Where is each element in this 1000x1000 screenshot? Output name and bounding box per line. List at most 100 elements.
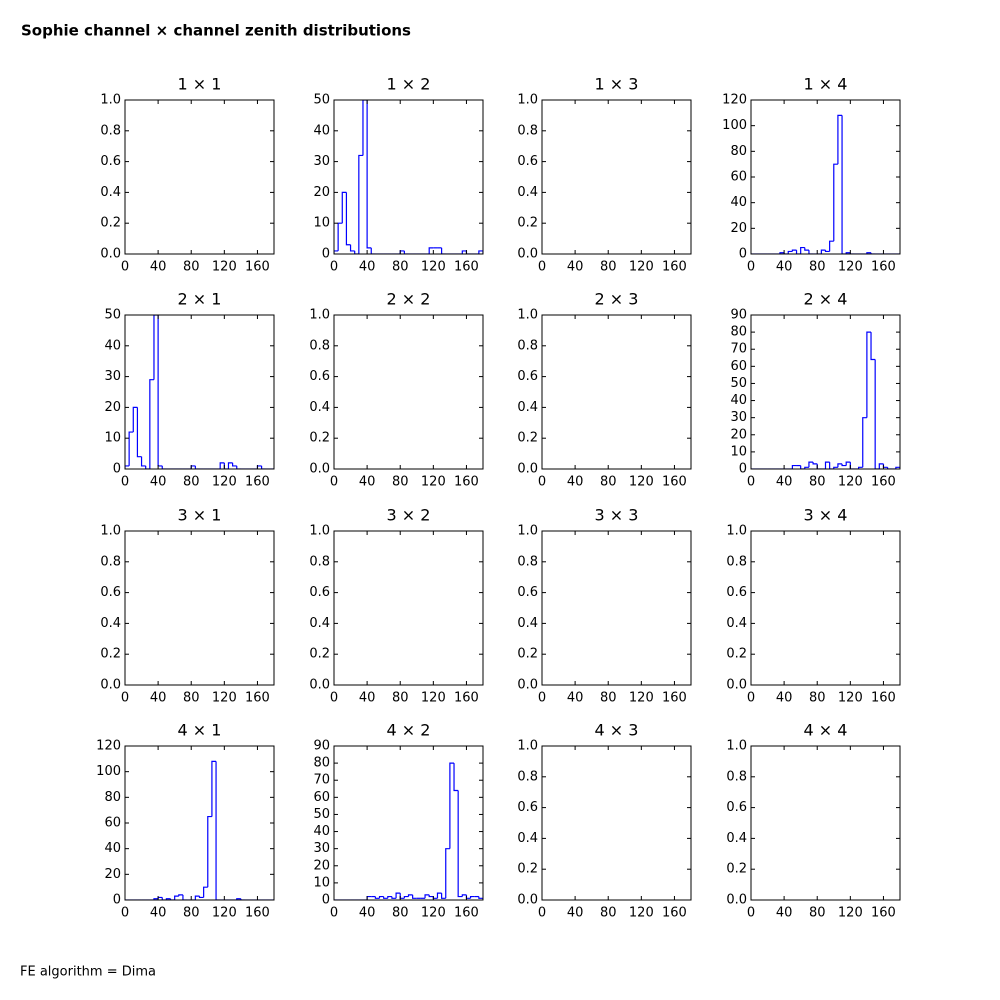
histogram-bin — [341, 191, 347, 224]
x-tick-label: 160 — [871, 691, 896, 706]
histogram-bin — [178, 894, 183, 897]
subplot-title: 3 × 1 — [178, 506, 222, 525]
y-tick-label: 0.8 — [517, 123, 538, 138]
y-tick-label: 40 — [730, 195, 747, 210]
histogram-bin — [866, 331, 872, 418]
y-tick-label: 0.4 — [517, 400, 538, 415]
axes-frame — [124, 314, 275, 470]
x-tick-label: 80 — [392, 475, 409, 490]
y-tick-label: 80 — [104, 790, 121, 805]
y-tick-label: 30 — [313, 154, 330, 169]
subplot-title: 2 × 2 — [387, 290, 431, 309]
y-tick-label: 0 — [739, 462, 747, 477]
histogram-bin — [145, 465, 150, 469]
histogram-bin — [378, 895, 384, 899]
x-tick-label: 80 — [600, 906, 617, 921]
y-tick-label: 80 — [313, 756, 330, 771]
histogram-bin — [349, 244, 355, 252]
y-tick-label: 20 — [730, 221, 747, 236]
histogram-bin — [445, 848, 450, 899]
y-tick-label: 0.2 — [726, 862, 747, 877]
x-tick-label: 160 — [454, 906, 479, 921]
axes-frame — [750, 314, 901, 470]
subplot-title: 3 × 2 — [387, 506, 431, 525]
y-tick-label: 0 — [113, 893, 121, 908]
y-tick-label: 1.0 — [517, 739, 538, 754]
y-tick-label: 0.4 — [100, 616, 121, 631]
x-tick-label: 80 — [809, 906, 826, 921]
axes-frame — [541, 530, 692, 686]
y-tick-label: 0 — [322, 893, 330, 908]
x-tick-label: 0 — [747, 906, 755, 921]
histogram-bin — [227, 462, 233, 469]
x-tick-label: 0 — [747, 691, 755, 706]
x-tick-label: 80 — [183, 691, 200, 706]
x-tick-label: 160 — [871, 906, 896, 921]
y-tick-label: 0.2 — [726, 647, 747, 662]
histogram-bin — [829, 462, 834, 469]
y-tick-label: 0.4 — [517, 831, 538, 846]
x-tick-label: 0 — [330, 906, 338, 921]
x-tick-label: 160 — [245, 906, 270, 921]
axes-frame — [541, 745, 692, 901]
y-tick-label: 1.0 — [517, 93, 538, 108]
histogram-bin — [232, 462, 237, 467]
y-tick-label: 0.0 — [309, 678, 330, 693]
axes-frame — [124, 99, 275, 255]
y-tick-label: 0.8 — [309, 554, 330, 569]
axes-frame — [541, 99, 692, 255]
x-tick-label: 160 — [454, 260, 479, 275]
y-tick-label: 0.0 — [517, 678, 538, 693]
histogram-bin — [441, 893, 446, 899]
x-tick-label: 160 — [454, 691, 479, 706]
histogram-bin — [194, 895, 200, 900]
y-tick-label: 0.2 — [100, 647, 121, 662]
x-tick-label: 120 — [629, 906, 654, 921]
y-tick-label: 0.0 — [726, 893, 747, 908]
x-tick-label: 80 — [600, 691, 617, 706]
histogram-bin — [198, 896, 204, 899]
histogram-bin — [795, 250, 801, 254]
y-tick-label: 20 — [313, 858, 330, 873]
x-tick-label: 40 — [776, 475, 793, 490]
y-tick-label: 0.8 — [100, 554, 121, 569]
histogram-bin — [345, 192, 351, 246]
y-tick-label: 0.4 — [726, 616, 747, 631]
histogram-bin — [370, 247, 376, 254]
histogram-bin — [804, 247, 809, 251]
histogram-bin — [870, 252, 876, 254]
histogram-bin — [395, 892, 401, 899]
x-tick-label: 120 — [629, 691, 654, 706]
x-tick-label: 160 — [871, 260, 896, 275]
y-tick-label: 0.0 — [726, 678, 747, 693]
y-tick-label: 40 — [313, 824, 330, 839]
y-tick-label: 10 — [104, 431, 121, 446]
subplot-title: 2 × 4 — [804, 290, 848, 309]
histogram-bin — [174, 895, 179, 900]
histogram-bin — [469, 895, 475, 899]
histogram-bin — [203, 886, 208, 898]
y-tick-label: 0.6 — [100, 154, 121, 169]
histogram-bin — [428, 247, 434, 254]
y-tick-label: 80 — [730, 144, 747, 159]
histogram-bin — [453, 763, 459, 792]
x-tick-label: 40 — [359, 475, 376, 490]
y-tick-label: 1.0 — [517, 524, 538, 539]
histogram-bin — [845, 461, 851, 466]
histogram-bin — [125, 465, 130, 469]
y-tick-label: 0.8 — [100, 123, 121, 138]
x-tick-label: 0 — [538, 691, 546, 706]
x-tick-label: 40 — [150, 691, 167, 706]
y-tick-label: 60 — [730, 359, 747, 374]
y-tick-label: 0.6 — [517, 369, 538, 384]
x-tick-label: 80 — [809, 260, 826, 275]
x-tick-label: 40 — [776, 691, 793, 706]
y-tick-label: 40 — [730, 393, 747, 408]
x-tick-label: 0 — [121, 260, 129, 275]
y-tick-label: 1.0 — [309, 524, 330, 539]
histogram-bin — [207, 815, 212, 888]
histogram-bin — [800, 246, 805, 254]
x-tick-label: 120 — [212, 475, 237, 490]
y-tick-label: 30 — [313, 841, 330, 856]
y-tick-label: 50 — [730, 376, 747, 391]
